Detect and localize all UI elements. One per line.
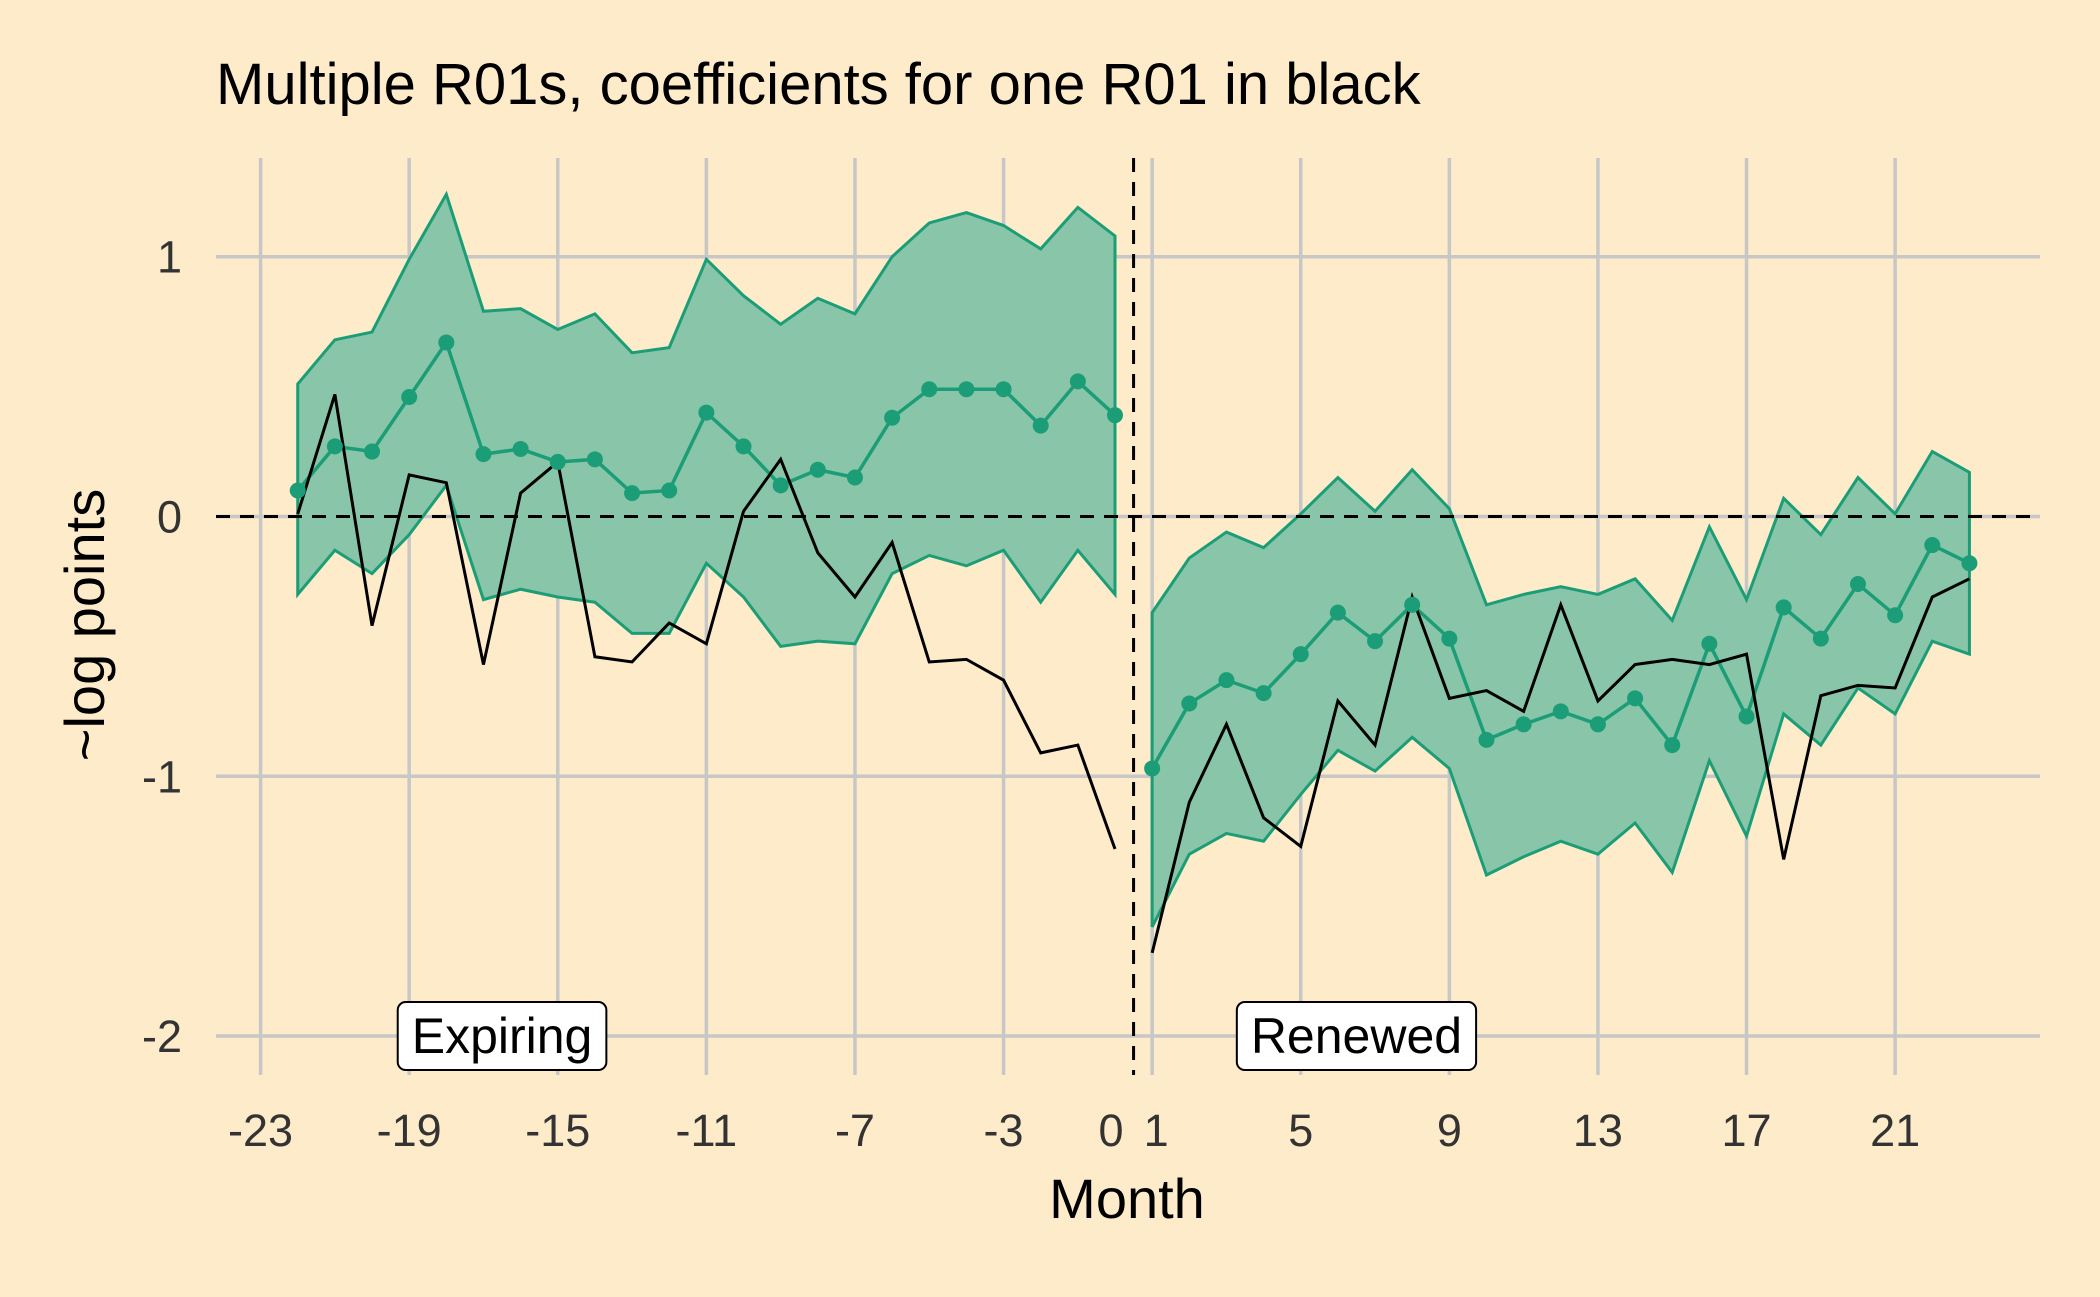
pooled-coefficient-point-month-15 [1664, 737, 1681, 754]
pooled-coefficient-point-month-19 [1812, 630, 1829, 647]
pooled-coefficient-point-month-11 [1515, 716, 1532, 733]
y-tick-label--1: -1 [142, 751, 182, 802]
pooled-coefficient-point-month--13 [624, 485, 641, 502]
pooled-coefficient-point-month--18 [438, 334, 455, 351]
pooled-coefficient-point-month--8 [809, 461, 826, 478]
pooled-coefficient-point-month--6 [884, 409, 901, 426]
pooled-coefficient-point-month-0 [1106, 407, 1123, 424]
single-r01-coefficient-line-segment-1 [296, 393, 1117, 850]
x-tick-label-13: 13 [1573, 1105, 1623, 1156]
x-tick-label-1: 1 [1144, 1105, 1169, 1156]
x-tick-label--7: -7 [835, 1105, 875, 1156]
annotation-label-renewed: Renewed [1251, 1008, 1462, 1064]
pooled-coefficient-point-month--9 [772, 477, 789, 494]
pooled-coefficient-point-month--2 [1032, 417, 1049, 434]
pooled-coefficient-point-month--11 [698, 404, 715, 421]
pooled-coefficient-point-month-22 [1924, 537, 1941, 554]
annotation-expiring: Expiring [396, 1001, 608, 1072]
pooled-coefficient-point-month--3 [995, 381, 1012, 398]
pooled-coefficient-point-month-23 [1961, 555, 1978, 572]
pooled-coefficient-point-month-20 [1849, 576, 1866, 593]
annotation-renewed: Renewed [1235, 1001, 1478, 1072]
x-tick-label-5: 5 [1288, 1105, 1313, 1156]
pooled-coefficient-point-month--12 [661, 482, 678, 499]
pooled-coefficient-point-month-13 [1589, 716, 1606, 733]
pooled-coefficient-point-month-9 [1441, 630, 1458, 647]
annotation-box-expiring [396, 1001, 608, 1072]
pooled-coefficient-point-month--7 [846, 469, 863, 486]
single-r01-coefficient-line-segment-2 [1150, 577, 1971, 954]
pooled-coefficient-point-month--22 [289, 482, 306, 499]
x-tick-label-21: 21 [1870, 1105, 1920, 1156]
pooled-coefficient-point-month--1 [1069, 373, 1086, 390]
pooled-coefficient-point-month-2 [1181, 695, 1198, 712]
pooled-coefficient-point-month-6 [1329, 604, 1346, 621]
pooled-coefficient-point-month-16 [1701, 635, 1718, 652]
pooled-coefficient-point-month--4 [958, 381, 975, 398]
y-axis-label: ~log points [53, 489, 116, 761]
x-tick-label-9: 9 [1437, 1105, 1462, 1156]
x-tick-label--23: -23 [228, 1105, 293, 1156]
annotation-box-renewed [1235, 1001, 1478, 1072]
pooled-coefficient-point-month-17 [1738, 708, 1755, 725]
x-tick-label--3: -3 [984, 1105, 1024, 1156]
pooled-coefficient-point-month--10 [735, 438, 752, 455]
x-tick-label-17: 17 [1721, 1105, 1771, 1156]
x-tick-label-0: 0 [1098, 1105, 1123, 1156]
pooled-coefficient-point-month--21 [326, 438, 343, 455]
reference-lines [216, 158, 2040, 1075]
pooled-coefficient-point-month--14 [586, 451, 603, 468]
pooled-coefficient-point-month--17 [475, 446, 492, 463]
pooled-coefficient-point-month-12 [1552, 703, 1569, 720]
ci-ribbon-segment-2 [1150, 449, 1971, 928]
pooled-coefficient-point-month-7 [1367, 633, 1384, 650]
pooled-coefficient-point-month-10 [1478, 731, 1495, 748]
y-tick-label-0: 0 [157, 491, 182, 542]
x-tick-label--11: -11 [676, 1105, 738, 1156]
pooled-coefficient-point-month--20 [364, 443, 381, 460]
pooled-coefficient-point-month-21 [1887, 607, 1904, 624]
pooled-coefficient-point-month-18 [1775, 599, 1792, 616]
chart-title: Multiple R01s, coefficients for one R01 … [216, 52, 1422, 117]
y-tick-labels: 1 0 -1 -2 [142, 232, 182, 1062]
pooled-coefficient-point-month--19 [401, 388, 418, 405]
pooled-coefficient-point-month-3 [1218, 672, 1235, 689]
x-tick-label--15: -15 [525, 1105, 590, 1156]
pooled-coefficient-point-month-8 [1404, 596, 1421, 613]
x-tick-label--19: -19 [377, 1105, 442, 1156]
x-tick-labels: -23 -19 -15 -11 -7 -3 0 1 5 9 13 17 21 [228, 1105, 1920, 1156]
y-tick-label-1: 1 [157, 232, 182, 283]
pooled-coefficient-point-month--5 [921, 381, 938, 398]
pooled-coefficient-point-month-4 [1255, 685, 1272, 702]
pooled-coefficient-point-month-14 [1627, 690, 1644, 707]
pooled-coefficient-point-month--15 [549, 453, 566, 470]
pooled-coefficient-point-month-1 [1144, 760, 1161, 777]
series-points [289, 334, 1978, 777]
x-axis-label: Month [1049, 1167, 1205, 1230]
annotations: Expiring Renewed [396, 1001, 1478, 1072]
pooled-coefficient-point-month--16 [512, 440, 529, 457]
y-tick-label--2: -2 [142, 1011, 182, 1062]
annotation-label-expiring: Expiring [412, 1008, 593, 1064]
pooled-coefficient-point-month-5 [1292, 646, 1309, 663]
